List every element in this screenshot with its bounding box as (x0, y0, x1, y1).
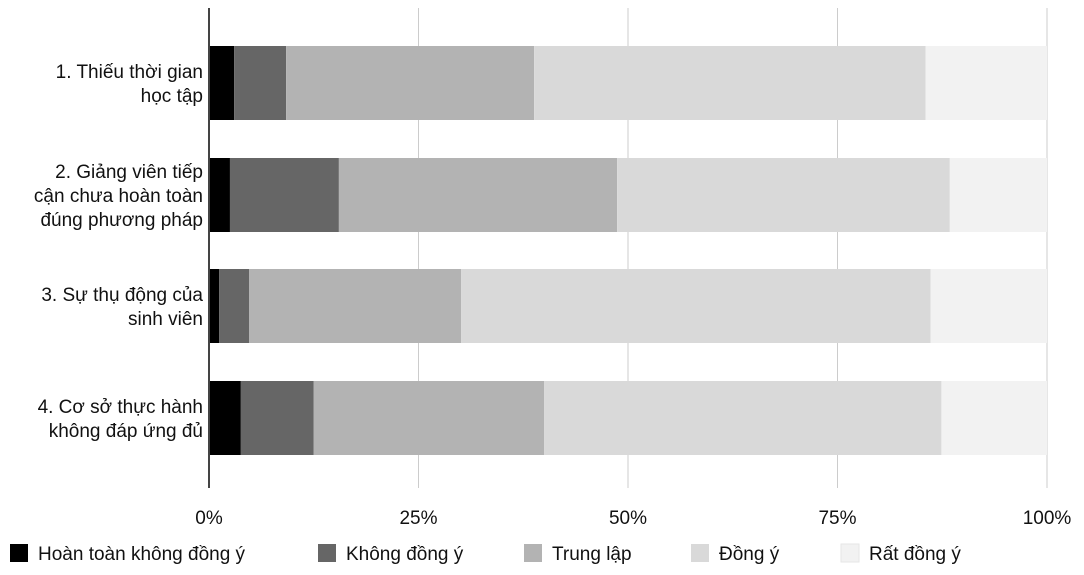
bar-segment (313, 381, 545, 455)
x-tick-labels: 0% 25% 50% 75% 100% (195, 508, 1071, 529)
bar-segment (209, 46, 235, 120)
category-label: 1. Thiếu thời gian học tập (56, 62, 203, 107)
bar-segment (544, 381, 942, 455)
category-label: 4. Cơ sở thực hành không đáp ứng đủ (38, 397, 203, 442)
bar-segment (209, 158, 230, 232)
category-label: 2. Giảng viên tiếp cận chưa hoàn toàn đúng… (34, 162, 203, 231)
legend-swatch (524, 544, 542, 562)
legend-label: Trung lập (552, 544, 632, 565)
legend-label: Hoàn toàn không đồng ý (38, 544, 246, 565)
legend-swatch (10, 544, 28, 562)
bar-segment (234, 46, 287, 120)
x-tick-label: 75% (818, 508, 856, 529)
bar-segment (219, 269, 250, 343)
bar-segment (930, 269, 1047, 343)
bars (209, 46, 1047, 455)
bar-segment (229, 158, 339, 232)
bar-segment (941, 381, 1047, 455)
bar-segment (949, 158, 1047, 232)
bar-segment (338, 158, 618, 232)
legend-label: Rất đồng ý (869, 544, 961, 565)
bar-segment (209, 381, 241, 455)
x-tick-label: 0% (195, 508, 223, 529)
bar-segment (286, 46, 535, 120)
bar-segment (461, 269, 931, 343)
bar-segment (617, 158, 950, 232)
bar-segment (209, 269, 220, 343)
legend-swatch (691, 544, 709, 562)
legend-label: Không đồng ý (346, 544, 464, 565)
legend-label: Đồng ý (719, 544, 780, 565)
bar-segment (240, 381, 314, 455)
x-tick-label: 50% (609, 508, 647, 529)
bar-segment (534, 46, 926, 120)
legend-swatch (840, 543, 860, 563)
x-tick-label: 25% (399, 508, 437, 529)
legend: Hoàn toàn không đồng ý Không đồng ý Trung … (10, 543, 961, 565)
bar-segment (249, 269, 462, 343)
bar-segment (925, 46, 1047, 120)
category-label: 3. Sự thụ động của sinh viên (41, 285, 203, 330)
category-labels: 1. Thiếu thời gian học tập 2. Giảng viên t… (34, 62, 204, 442)
legend-swatch (318, 544, 336, 562)
x-tick-label: 100% (1023, 508, 1072, 529)
